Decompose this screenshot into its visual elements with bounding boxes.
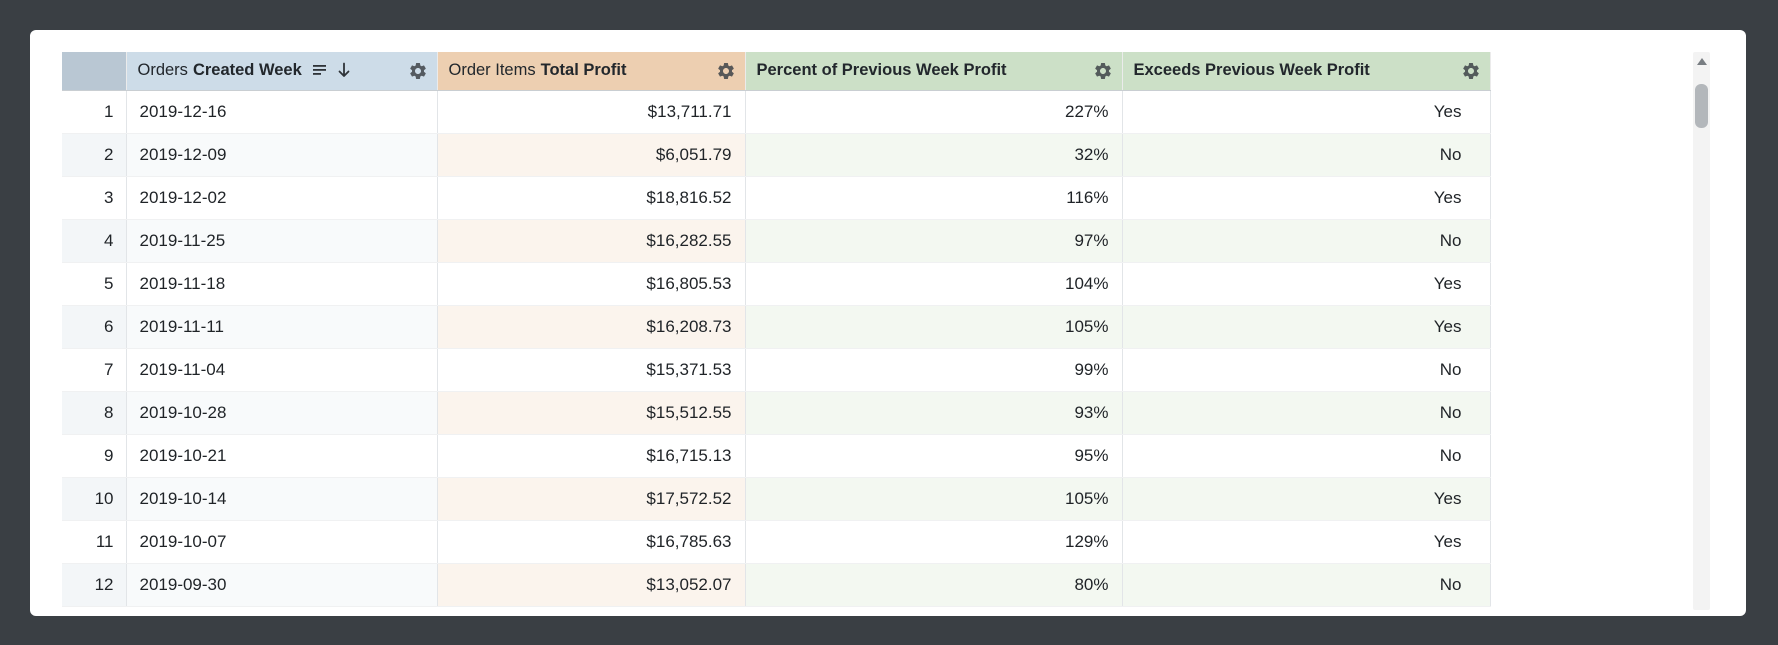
table-row: 10 2019-10-14 $17,572.52 105% Yes (62, 477, 1491, 521)
cell-exceeds-previous-week-profit[interactable]: Yes (1122, 176, 1491, 220)
data-table: Orders Created Week (62, 52, 1491, 607)
header-row: Orders Created Week (62, 52, 1491, 91)
table-row: 5 2019-11-18 $16,805.53 104% Yes (62, 262, 1491, 306)
table-row: 2 2019-12-09 $6,051.79 32% No (62, 133, 1491, 177)
column-settings-gear-icon[interactable] (1093, 61, 1113, 81)
cell-exceeds-previous-week-profit[interactable]: No (1122, 348, 1491, 392)
table-row: 6 2019-11-11 $16,208.73 105% Yes (62, 305, 1491, 349)
cell-created-week[interactable]: 2019-11-11 (126, 305, 438, 349)
cell-created-week[interactable]: 2019-12-09 (126, 133, 438, 177)
row-number: 11 (62, 520, 127, 564)
cell-created-week[interactable]: 2019-09-30 (126, 563, 438, 607)
cell-total-profit[interactable]: $13,711.71 (437, 90, 746, 134)
cell-total-profit[interactable]: $6,051.79 (437, 133, 746, 177)
table-body: 1 2019-12-16 $13,711.71 227% Yes 2 2019-… (62, 90, 1491, 607)
row-number: 10 (62, 477, 127, 521)
row-number: 4 (62, 219, 127, 263)
column-header-percent-of-previous-week-profit[interactable]: Percent of Previous Week Profit (745, 52, 1123, 91)
view-label: Order Items (448, 61, 536, 80)
row-number: 7 (62, 348, 127, 392)
cell-total-profit[interactable]: $17,572.52 (437, 477, 746, 521)
cell-created-week[interactable]: 2019-10-07 (126, 520, 438, 564)
table-row: 8 2019-10-28 $15,512.55 93% No (62, 391, 1491, 435)
row-number: 8 (62, 391, 127, 435)
row-number: 6 (62, 305, 127, 349)
column-settings-gear-icon[interactable] (716, 61, 736, 81)
scrollbar-thumb[interactable] (1695, 84, 1708, 128)
field-label: Exceeds Previous Week Profit (1133, 61, 1370, 80)
cell-exceeds-previous-week-profit[interactable]: No (1122, 219, 1491, 263)
sort-rows-icon (312, 65, 326, 76)
cell-created-week[interactable]: 2019-10-21 (126, 434, 438, 478)
column-settings-gear-icon[interactable] (1461, 61, 1481, 81)
cell-created-week[interactable]: 2019-11-25 (126, 219, 438, 263)
cell-total-profit[interactable]: $16,785.63 (437, 520, 746, 564)
table-row: 12 2019-09-30 $13,052.07 80% No (62, 563, 1491, 607)
field-label: Created Week (192, 61, 302, 80)
row-number: 5 (62, 262, 127, 306)
cell-total-profit[interactable]: $15,512.55 (437, 391, 746, 435)
cell-percent-of-previous-week-profit[interactable]: 105% (745, 477, 1123, 521)
cell-percent-of-previous-week-profit[interactable]: 32% (745, 133, 1123, 177)
table-row: 7 2019-11-04 $15,371.53 99% No (62, 348, 1491, 392)
cell-total-profit[interactable]: $15,371.53 (437, 348, 746, 392)
cell-created-week[interactable]: 2019-12-16 (126, 90, 438, 134)
cell-total-profit[interactable]: $16,715.13 (437, 434, 746, 478)
cell-exceeds-previous-week-profit[interactable]: Yes (1122, 520, 1491, 564)
vertical-scrollbar[interactable] (1693, 52, 1710, 610)
field-label: Percent of Previous Week Profit (756, 61, 1007, 80)
table-row: 9 2019-10-21 $16,715.13 95% No (62, 434, 1491, 478)
cell-exceeds-previous-week-profit[interactable]: Yes (1122, 262, 1491, 306)
cell-percent-of-previous-week-profit[interactable]: 95% (745, 434, 1123, 478)
table-row: 1 2019-12-16 $13,711.71 227% Yes (62, 90, 1491, 134)
cell-created-week[interactable]: 2019-10-28 (126, 391, 438, 435)
cell-exceeds-previous-week-profit[interactable]: No (1122, 434, 1491, 478)
cell-total-profit[interactable]: $13,052.07 (437, 563, 746, 607)
table-row: 4 2019-11-25 $16,282.55 97% No (62, 219, 1491, 263)
cell-exceeds-previous-week-profit[interactable]: No (1122, 391, 1491, 435)
cell-created-week[interactable]: 2019-11-18 (126, 262, 438, 306)
cell-percent-of-previous-week-profit[interactable]: 97% (745, 219, 1123, 263)
cell-exceeds-previous-week-profit[interactable]: Yes (1122, 305, 1491, 349)
row-number: 3 (62, 176, 127, 220)
cell-created-week[interactable]: 2019-11-04 (126, 348, 438, 392)
table-row: 11 2019-10-07 $16,785.63 129% Yes (62, 520, 1491, 564)
cell-percent-of-previous-week-profit[interactable]: 93% (745, 391, 1123, 435)
data-table-panel: Orders Created Week (30, 30, 1746, 616)
cell-exceeds-previous-week-profit[interactable]: Yes (1122, 477, 1491, 521)
cell-percent-of-previous-week-profit[interactable]: 80% (745, 563, 1123, 607)
cell-percent-of-previous-week-profit[interactable]: 116% (745, 176, 1123, 220)
table-row: 3 2019-12-02 $18,816.52 116% Yes (62, 176, 1491, 220)
column-header-order-items-total-profit[interactable]: Order Items Total Profit (437, 52, 746, 91)
row-number: 1 (62, 90, 127, 134)
cell-exceeds-previous-week-profit[interactable]: Yes (1122, 90, 1491, 134)
row-number: 12 (62, 563, 127, 607)
cell-percent-of-previous-week-profit[interactable]: 99% (745, 348, 1123, 392)
scrollbar-up-arrow-icon[interactable] (1696, 58, 1707, 65)
cell-total-profit[interactable]: $18,816.52 (437, 176, 746, 220)
cell-total-profit[interactable]: $16,805.53 (437, 262, 746, 306)
view-label: Orders (137, 61, 188, 80)
cell-total-profit[interactable]: $16,208.73 (437, 305, 746, 349)
row-number: 2 (62, 133, 127, 177)
cell-created-week[interactable]: 2019-12-02 (126, 176, 438, 220)
column-settings-gear-icon[interactable] (408, 61, 428, 81)
cell-exceeds-previous-week-profit[interactable]: No (1122, 133, 1491, 177)
row-number: 9 (62, 434, 127, 478)
cell-percent-of-previous-week-profit[interactable]: 104% (745, 262, 1123, 306)
cell-exceeds-previous-week-profit[interactable]: No (1122, 563, 1491, 607)
column-header-exceeds-previous-week-profit[interactable]: Exceeds Previous Week Profit (1122, 52, 1491, 91)
cell-created-week[interactable]: 2019-10-14 (126, 477, 438, 521)
cell-total-profit[interactable]: $16,282.55 (437, 219, 746, 263)
column-header-orders-created-week[interactable]: Orders Created Week (126, 52, 438, 91)
cell-percent-of-previous-week-profit[interactable]: 227% (745, 90, 1123, 134)
cell-percent-of-previous-week-profit[interactable]: 105% (745, 305, 1123, 349)
cell-percent-of-previous-week-profit[interactable]: 129% (745, 520, 1123, 564)
row-number-header (62, 52, 127, 91)
field-label: Total Profit (540, 61, 627, 80)
results-table-container: Orders Created Week (62, 52, 1491, 607)
sort-descending-arrow-icon (338, 62, 350, 78)
